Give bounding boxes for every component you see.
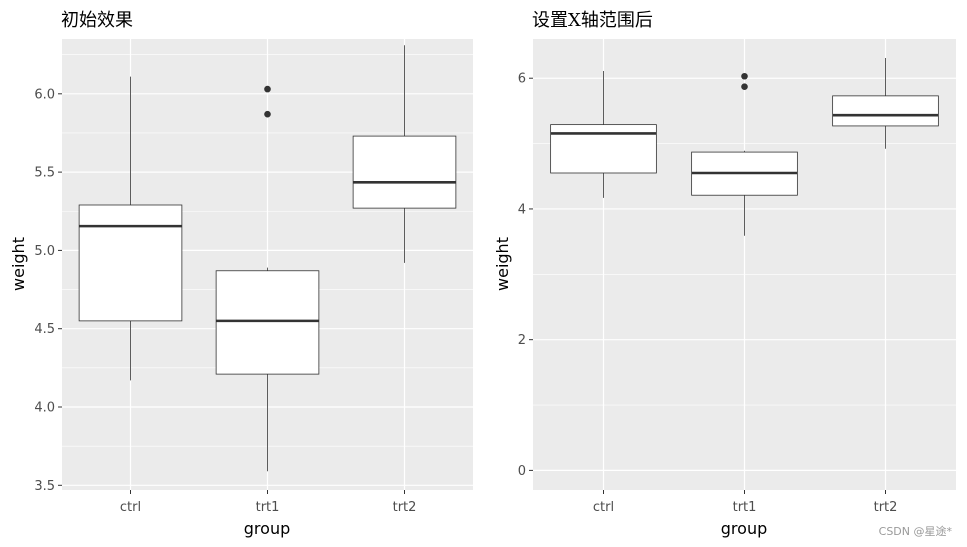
x-tick-label-trt1: trt1 <box>256 500 280 515</box>
box-ctrl <box>550 71 657 198</box>
iqr-box <box>78 204 183 322</box>
panel-2-x-axis-label: group <box>721 519 767 538</box>
outlier-point <box>264 85 271 93</box>
x-tick-label-trt2: trt2 <box>393 500 417 515</box>
iqr-box <box>352 135 457 209</box>
iqr-box <box>215 270 320 375</box>
y-tick-label: 6 <box>518 72 526 87</box>
outlier-point <box>741 72 748 80</box>
outlier-point <box>741 83 748 91</box>
y-tick-label: 4.0 <box>34 401 55 416</box>
x-tick-label-ctrl: ctrl <box>593 500 614 515</box>
box-trt1 <box>691 72 798 236</box>
watermark: CSDN @星途* <box>879 524 953 538</box>
y-tick-label: 5.0 <box>34 244 55 259</box>
box-ctrl <box>78 76 183 381</box>
y-tick-label: 4 <box>518 202 526 217</box>
panel-1-plot: 3.5 4.0 4.5 5.0 5.5 6.0 ctrl trt1 trt2 <box>34 39 473 515</box>
iqr-box <box>832 95 939 127</box>
box-trt2 <box>832 57 939 149</box>
panel-1-y-axis-label: weight <box>9 237 28 291</box>
box-trt2 <box>352 45 457 263</box>
y-tick-label: 5.5 <box>34 166 55 181</box>
outlier-point <box>264 110 271 118</box>
x-tick-label-ctrl: ctrl <box>120 500 141 515</box>
y-tick-label: 3.5 <box>34 479 55 494</box>
y-tick-label: 4.5 <box>34 322 55 337</box>
iqr-box <box>550 124 657 174</box>
panel-1-x-axis-label: group <box>244 519 290 538</box>
panel-1-title: 初始效果 <box>61 10 133 31</box>
box-trt1 <box>215 85 320 472</box>
y-tick-label: 6.0 <box>34 87 55 102</box>
panel-2-plot: 0 2 4 6 ctrl trt1 trt2 <box>518 39 956 515</box>
y-tick-label: 0 <box>518 464 526 479</box>
y-tick-label: 2 <box>518 333 526 348</box>
panel-2-title: 设置X轴范围后 <box>532 10 653 31</box>
panel-2-y-axis-label: weight <box>493 237 512 291</box>
x-tick-label-trt1: trt1 <box>733 500 757 515</box>
x-tick-label-trt2: trt2 <box>874 500 898 515</box>
